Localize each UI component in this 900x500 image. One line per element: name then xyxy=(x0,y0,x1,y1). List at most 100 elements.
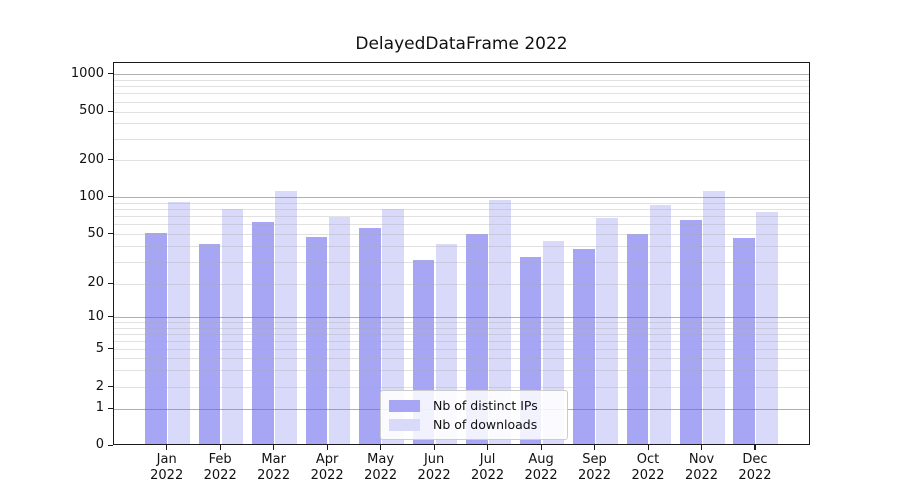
x-tick-oct xyxy=(647,444,649,450)
gridline-50 xyxy=(114,234,809,236)
x-tick-label-nov: Nov 2022 xyxy=(671,452,733,484)
bar-nb-of-distinct-ips-nov xyxy=(680,219,702,444)
y-tick-label-5: 5 xyxy=(95,340,104,356)
y-tick-50 xyxy=(108,233,113,235)
gridline-30 xyxy=(114,261,809,263)
gridline-500 xyxy=(114,111,809,113)
bar-nb-of-distinct-ips-dec xyxy=(733,238,755,444)
x-tick-label-year-nov: 2022 xyxy=(684,467,719,483)
x-tick-label-year-mar: 2022 xyxy=(257,467,291,483)
x-tick-label-year-apr: 2022 xyxy=(310,467,344,483)
x-tick-may xyxy=(380,444,382,450)
x-tick-mar xyxy=(273,444,275,450)
x-tick-label-feb: Feb 2022 xyxy=(189,452,251,484)
bar-nb-of-downloads-feb xyxy=(221,208,244,444)
y-tick-2 xyxy=(108,386,113,388)
plot-area xyxy=(113,62,810,445)
gridline-90 xyxy=(114,202,809,204)
gridline-6 xyxy=(114,340,809,342)
bar-nb-of-downloads-jan xyxy=(168,202,190,444)
y-tick-label-50: 50 xyxy=(87,225,104,241)
bar-nb-of-distinct-ips-mar xyxy=(252,222,274,444)
y-tick-label-500: 500 xyxy=(79,103,104,118)
x-tick-label-jan: Jan 2022 xyxy=(136,452,198,484)
legend-row-downloads: Nb of downloads xyxy=(389,415,559,434)
gridline-20 xyxy=(114,283,809,285)
bar-nb-of-distinct-ips-may xyxy=(359,227,381,444)
bar-nb-of-downloads-oct xyxy=(649,204,672,444)
bar-nb-of-downloads-apr xyxy=(328,217,351,444)
gridline-300 xyxy=(114,138,809,140)
gridline-700 xyxy=(114,93,809,95)
x-tick-label-year-aug: 2022 xyxy=(524,467,558,483)
y-tick-1000 xyxy=(108,73,113,75)
x-tick-label-year-may: 2022 xyxy=(364,467,398,483)
x-tick-label-year-sep: 2022 xyxy=(577,467,612,483)
bar-nb-of-downloads-jul xyxy=(489,200,511,444)
y-tick-label-1000: 1000 xyxy=(70,65,104,81)
y-tick-label-0: 0 xyxy=(95,437,104,452)
y-tick-10 xyxy=(108,316,113,318)
bar-nb-of-distinct-ips-apr xyxy=(305,237,328,444)
gridline-9 xyxy=(114,322,809,324)
legend-row-distinct-ips: Nb of distinct IPs xyxy=(389,396,559,415)
gridline-900 xyxy=(114,79,809,81)
legend-swatch-distinct-ips xyxy=(389,399,420,412)
bar-nb-of-downloads-dec xyxy=(756,212,778,444)
gridline-70 xyxy=(114,216,809,218)
gridline-10 xyxy=(114,317,809,319)
bar-nb-of-downloads-sep xyxy=(596,217,618,444)
y-tick-label-1: 1 xyxy=(95,400,104,416)
x-tick-label-year-oct: 2022 xyxy=(631,467,665,483)
x-tick-sep xyxy=(594,444,596,450)
gridline-600 xyxy=(114,101,809,103)
gridline-2 xyxy=(114,387,809,388)
gridline-4 xyxy=(114,358,809,360)
bar-nb-of-downloads-may xyxy=(382,208,404,444)
y-tick-200 xyxy=(108,159,113,161)
chart-title: DelayedDataFrame 2022 xyxy=(355,34,568,54)
x-tick-label-mar: Mar 2022 xyxy=(243,452,305,484)
y-tick-5 xyxy=(108,348,113,350)
x-tick-label-apr: Apr 2022 xyxy=(296,452,358,484)
gridline-800 xyxy=(114,86,809,88)
gridline-200 xyxy=(114,160,809,161)
x-tick-aug xyxy=(540,444,542,450)
legend-label-distinct-ips: Nb of distinct IPs xyxy=(433,398,538,413)
gridline-40 xyxy=(114,246,809,248)
x-tick-label-dec: Dec 2022 xyxy=(724,452,786,484)
y-tick-0 xyxy=(108,444,113,446)
gridline-60 xyxy=(114,224,809,226)
gridline-5 xyxy=(114,349,809,351)
y-tick-label-100: 100 xyxy=(79,188,104,204)
y-tick-1 xyxy=(108,407,113,409)
x-tick-dec xyxy=(754,444,756,450)
x-tick-feb xyxy=(219,444,221,450)
x-tick-label-year-jan: 2022 xyxy=(150,467,184,483)
x-tick-label-oct: Oct 2022 xyxy=(617,452,679,484)
gridline-80 xyxy=(114,209,809,210)
bar-nb-of-distinct-ips-sep xyxy=(573,249,595,444)
y-tick-500 xyxy=(108,110,113,112)
x-tick-label-jul: Jul 2022 xyxy=(457,452,519,484)
y-tick-label-200: 200 xyxy=(79,151,104,167)
x-tick-jan xyxy=(166,444,168,450)
x-tick-label-year-dec: 2022 xyxy=(738,467,772,483)
y-tick-label-10: 10 xyxy=(87,308,104,324)
y-tick-20 xyxy=(108,282,113,284)
y-tick-100 xyxy=(108,196,113,198)
gridline-1000 xyxy=(114,74,809,75)
bar-nb-of-distinct-ips-jan xyxy=(145,232,167,444)
legend: Nb of distinct IPs Nb of downloads xyxy=(380,390,568,440)
x-tick-label-aug: Aug 2022 xyxy=(510,452,572,484)
x-tick-apr xyxy=(326,444,328,450)
legend-label-downloads: Nb of downloads xyxy=(433,417,538,432)
x-tick-label-may: May 2022 xyxy=(350,452,412,484)
x-tick-label-year-jul: 2022 xyxy=(471,467,505,483)
gridline-3 xyxy=(114,370,809,372)
x-tick-nov xyxy=(701,444,703,450)
x-tick-label-jun: Jun 2022 xyxy=(403,452,465,484)
gridline-8 xyxy=(114,327,809,329)
gridline-400 xyxy=(114,123,809,125)
